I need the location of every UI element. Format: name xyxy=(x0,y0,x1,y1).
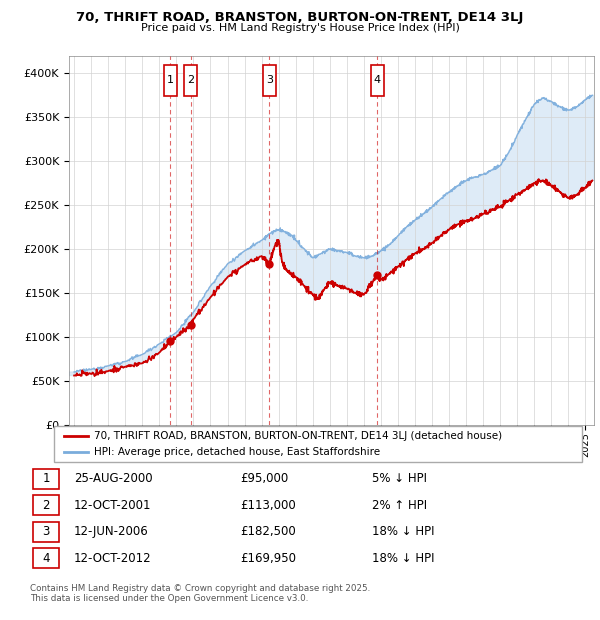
Text: 2% ↑ HPI: 2% ↑ HPI xyxy=(372,498,427,511)
Bar xyxy=(33,521,59,542)
Text: £95,000: £95,000 xyxy=(240,472,288,485)
Text: 12-JUN-2006: 12-JUN-2006 xyxy=(74,525,149,538)
Bar xyxy=(33,548,59,569)
Text: £169,950: £169,950 xyxy=(240,552,296,565)
Text: 70, THRIFT ROAD, BRANSTON, BURTON-ON-TRENT, DE14 3LJ: 70, THRIFT ROAD, BRANSTON, BURTON-ON-TRE… xyxy=(76,11,524,24)
Text: 2: 2 xyxy=(187,76,194,86)
Bar xyxy=(184,64,197,96)
Text: 1: 1 xyxy=(42,472,50,485)
Text: 5% ↓ HPI: 5% ↓ HPI xyxy=(372,472,427,485)
Text: 4: 4 xyxy=(374,76,381,86)
Bar xyxy=(33,469,59,489)
Text: Price paid vs. HM Land Registry's House Price Index (HPI): Price paid vs. HM Land Registry's House … xyxy=(140,23,460,33)
Bar xyxy=(371,64,383,96)
Text: 12-OCT-2012: 12-OCT-2012 xyxy=(74,552,152,565)
Text: 18% ↓ HPI: 18% ↓ HPI xyxy=(372,525,435,538)
Text: 4: 4 xyxy=(42,552,50,565)
Text: 25-AUG-2000: 25-AUG-2000 xyxy=(74,472,153,485)
Text: £182,500: £182,500 xyxy=(240,525,296,538)
Text: 2: 2 xyxy=(42,498,50,511)
Bar xyxy=(263,64,276,96)
Text: 18% ↓ HPI: 18% ↓ HPI xyxy=(372,552,435,565)
Bar xyxy=(164,64,177,96)
Text: HPI: Average price, detached house, East Staffordshire: HPI: Average price, detached house, East… xyxy=(94,447,380,457)
Text: £113,000: £113,000 xyxy=(240,498,296,511)
Text: 3: 3 xyxy=(266,76,273,86)
Text: 12-OCT-2001: 12-OCT-2001 xyxy=(74,498,152,511)
Text: Contains HM Land Registry data © Crown copyright and database right 2025.
This d: Contains HM Land Registry data © Crown c… xyxy=(30,584,370,603)
Bar xyxy=(33,495,59,515)
Text: 3: 3 xyxy=(43,525,50,538)
Text: 70, THRIFT ROAD, BRANSTON, BURTON-ON-TRENT, DE14 3LJ (detached house): 70, THRIFT ROAD, BRANSTON, BURTON-ON-TRE… xyxy=(94,431,502,441)
Text: 1: 1 xyxy=(167,76,174,86)
